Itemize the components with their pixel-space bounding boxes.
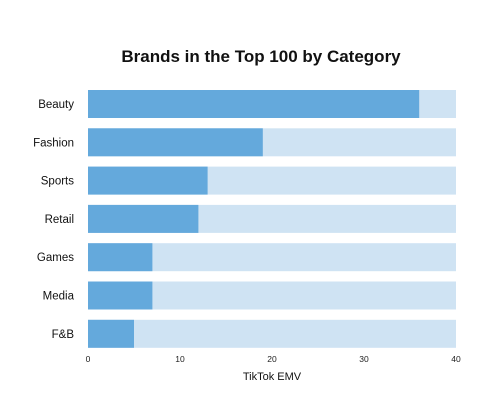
bar-media — [88, 281, 153, 310]
category-label-f-b: F&B — [52, 329, 75, 341]
x-tick-label-30: 30 — [359, 354, 369, 364]
category-label-media: Media — [43, 291, 75, 303]
bar-f-b — [88, 319, 134, 348]
bar-retail — [88, 204, 199, 233]
bar-fashion — [88, 128, 263, 157]
bars-group — [88, 90, 456, 348]
x-tick-label-40: 40 — [451, 354, 461, 364]
x-axis-title: TikTok EMV — [243, 371, 302, 383]
x-tick-label-20: 20 — [267, 354, 277, 364]
category-label-sports: Sports — [41, 176, 74, 188]
x-tick-labels: 0 10 20 30 40 — [86, 354, 461, 364]
category-label-beauty: Beauty — [38, 99, 74, 111]
bar-track-f-b — [88, 319, 456, 348]
bar-games — [88, 243, 153, 272]
category-labels: Beauty Fashion Sports Retail Games Media F&B — [33, 99, 75, 341]
category-label-retail: Retail — [45, 214, 74, 226]
bar-sports — [88, 166, 208, 195]
x-tick-label-0: 0 — [86, 354, 91, 364]
bar-beauty — [88, 90, 420, 118]
category-label-games: Games — [37, 252, 74, 264]
chart-title: Brands in the Top 100 by Category — [121, 47, 401, 66]
x-tick-label-10: 10 — [175, 354, 185, 364]
category-label-fashion: Fashion — [33, 137, 74, 149]
